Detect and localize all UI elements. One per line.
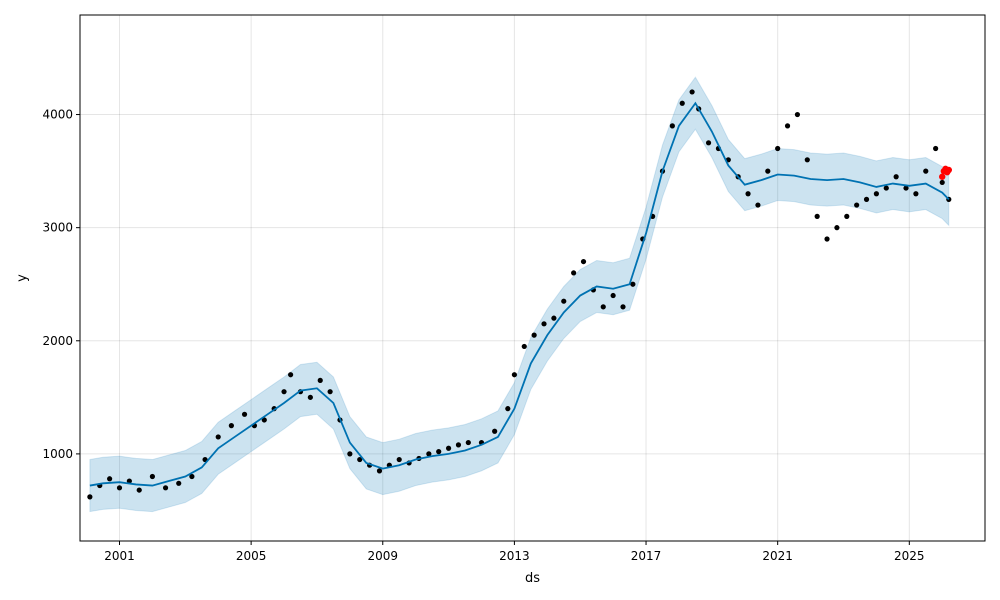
observed-point xyxy=(87,494,93,500)
observed-point xyxy=(939,179,945,186)
observed-point xyxy=(630,281,636,287)
observed-point xyxy=(228,423,234,429)
observed-point xyxy=(288,372,294,378)
observed-point xyxy=(445,445,452,451)
observed-point xyxy=(561,298,567,304)
observed-point xyxy=(580,258,587,265)
forecast-line xyxy=(89,101,950,487)
observed-point xyxy=(804,157,810,163)
y-axis-title: y xyxy=(15,274,30,282)
observed-point xyxy=(551,315,557,321)
observed-point xyxy=(620,304,626,310)
observed-point xyxy=(307,394,313,400)
observed-point xyxy=(317,377,323,383)
y-tick-label: 3000 xyxy=(42,221,73,235)
observed-point xyxy=(492,428,498,434)
plot-frame xyxy=(79,14,986,542)
x-tick-label: 2025 xyxy=(894,549,925,563)
x-tick-label: 2001 xyxy=(104,549,135,563)
x-axis-title: ds xyxy=(525,571,540,586)
observed-point xyxy=(933,145,939,152)
observed-point xyxy=(357,456,363,463)
recent-actual-point xyxy=(945,166,952,174)
interval-band xyxy=(89,76,950,513)
observed-point xyxy=(755,202,761,208)
observed-point xyxy=(511,372,517,378)
observed-point xyxy=(814,213,820,219)
uncertainty-band xyxy=(89,76,950,513)
forecast-series-line xyxy=(89,101,950,487)
observed-point xyxy=(873,191,880,197)
observed-point xyxy=(149,473,155,480)
observed-point xyxy=(241,411,248,417)
observed-point xyxy=(571,270,577,276)
observed-point xyxy=(376,468,383,474)
observed-point xyxy=(426,451,432,457)
y-tick-label: 4000 xyxy=(42,108,73,122)
observed-point xyxy=(436,449,442,455)
observed-point xyxy=(705,140,712,146)
observed-point xyxy=(162,485,169,491)
observed-point xyxy=(600,304,606,310)
observed-point xyxy=(883,185,889,191)
y-tick-label: 2000 xyxy=(42,334,73,348)
grid-lines xyxy=(80,15,985,541)
x-axis-ticks: 2001 2005 2009 2013 2017 2021 2025 xyxy=(104,541,925,563)
observed-point xyxy=(261,417,267,423)
observed-point xyxy=(679,100,685,106)
observed-point xyxy=(347,451,353,457)
observed-point xyxy=(455,442,462,448)
observed-point xyxy=(531,332,537,338)
observed-point xyxy=(610,292,616,299)
observed-point xyxy=(863,196,870,202)
observed-point xyxy=(189,473,195,480)
recent-actual-point xyxy=(939,173,946,180)
y-axis-ticks: 1000 2000 3000 4000 xyxy=(42,108,80,461)
observed-point xyxy=(775,145,781,152)
observed-point xyxy=(541,321,547,327)
observed-point xyxy=(281,389,287,395)
y-tick-label: 1000 xyxy=(42,447,73,461)
observed-point xyxy=(834,225,840,231)
observed-point xyxy=(669,123,675,129)
observed-point xyxy=(794,111,801,118)
observed-point xyxy=(465,439,471,446)
x-tick-label: 2009 xyxy=(367,549,398,563)
observed-point xyxy=(176,480,182,486)
observed-point xyxy=(923,168,929,174)
observed-points xyxy=(87,89,952,500)
observed-point xyxy=(521,343,527,350)
observed-point xyxy=(126,478,132,484)
x-tick-label: 2017 xyxy=(631,549,662,563)
observed-point xyxy=(913,191,919,197)
observed-point xyxy=(765,168,771,174)
observed-point xyxy=(505,406,511,412)
observed-point xyxy=(824,236,830,242)
observed-point xyxy=(215,434,221,440)
recent-actual-points xyxy=(939,165,952,180)
observed-point xyxy=(136,487,142,493)
observed-point xyxy=(745,191,751,197)
observed-point xyxy=(689,89,695,95)
x-tick-label: 2021 xyxy=(762,549,793,563)
x-tick-label: 2013 xyxy=(499,549,530,563)
observed-point xyxy=(893,174,899,180)
observed-point xyxy=(903,185,909,191)
observed-point xyxy=(844,213,850,219)
x-tick-label: 2005 xyxy=(236,549,267,563)
observed-point xyxy=(327,389,333,395)
observed-point xyxy=(784,123,791,129)
observed-point xyxy=(854,202,860,208)
observed-point xyxy=(116,485,123,491)
observed-point xyxy=(107,476,113,482)
observed-point xyxy=(396,456,402,463)
